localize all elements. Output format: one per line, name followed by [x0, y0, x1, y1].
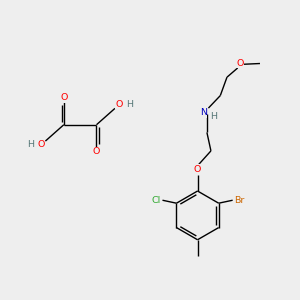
Text: H: H	[210, 112, 217, 121]
Text: O: O	[37, 140, 45, 149]
Text: O: O	[194, 165, 201, 174]
Text: H: H	[126, 100, 133, 109]
Text: Br: Br	[234, 196, 245, 205]
Text: O: O	[60, 94, 68, 103]
Text: O: O	[116, 100, 123, 109]
Text: Cl: Cl	[151, 196, 160, 205]
Text: N: N	[200, 108, 207, 117]
Text: O: O	[93, 147, 100, 156]
Text: O: O	[236, 59, 243, 68]
Text: H: H	[28, 140, 34, 149]
